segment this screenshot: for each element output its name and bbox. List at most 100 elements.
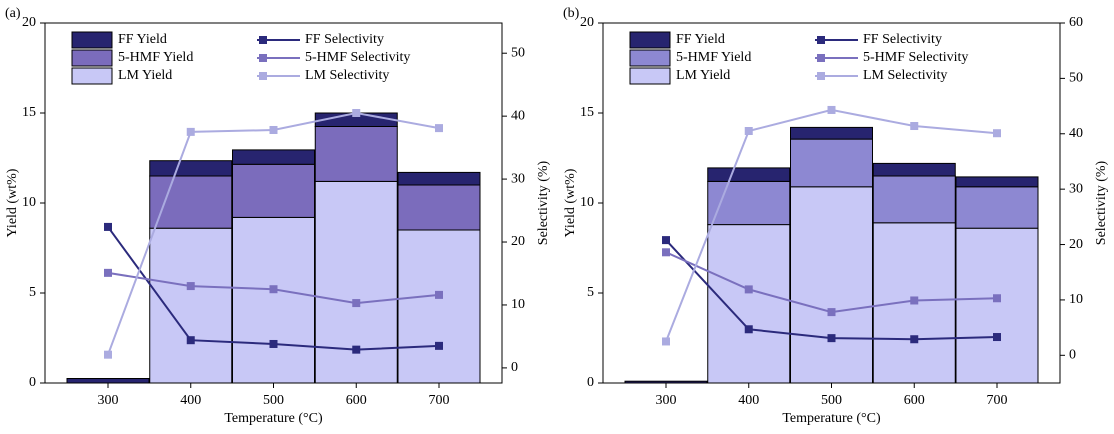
y2-tick-label: 40 [1069,126,1083,141]
bar-segment [149,160,233,177]
legend-marker [817,72,825,80]
point [104,268,112,277]
point [910,296,919,305]
y2-tick-label: 0 [1069,348,1076,363]
bar-segment [790,186,873,384]
bar-segment [232,163,315,218]
point [827,105,836,114]
legend-label: FF Selectivity [305,32,384,47]
bar-segment [397,184,481,231]
y2-tick-label: 60 [1069,15,1083,30]
y2-tick-label: 40 [511,108,525,123]
legend-label: LM Selectivity [863,68,947,83]
legend-label: 5-HMF Yield [118,50,193,65]
x-tick-label: 700 [987,393,1008,408]
legend-swatch [629,49,671,67]
point [269,285,278,294]
bar-segment [232,216,315,384]
legend-marker [817,54,825,62]
panel-label: (a) [5,6,21,21]
point [662,248,670,257]
point [104,222,112,231]
y2-axis-label: Selectivity (%) [1094,160,1109,245]
x-tick-label: 500 [821,393,842,408]
y-tick-label: 5 [29,285,36,300]
y-axis-label: Yield (wt%) [5,168,20,237]
x-tick-label: 400 [738,393,759,408]
point [744,285,753,294]
y-tick-label: 10 [22,195,36,210]
bar-segment [955,176,1039,188]
y2-tick-label: 10 [511,297,525,312]
x-axis-label: Temperature (°C) [224,411,323,426]
panel-label: (b) [563,6,580,21]
point [352,109,361,117]
y-axis-label: Yield (wt%) [563,168,578,237]
legend-label: LM Selectivity [305,68,389,83]
y2-tick-label: 30 [1069,181,1083,196]
point [744,325,753,334]
bar-segment [149,175,233,229]
point [186,282,195,291]
y-tick-label: 0 [587,375,594,390]
bar-segment [872,162,956,177]
point [827,334,836,343]
y2-tick-label: 50 [511,45,525,60]
legend-marker [817,36,825,44]
point [104,350,112,359]
y2-tick-label: 10 [1069,292,1083,307]
point [352,345,361,354]
y-tick-label: 20 [580,15,594,30]
legend-swatch [629,67,671,85]
point [662,236,670,245]
x-tick-label: 300 [656,393,677,408]
bar-segment [66,378,150,384]
bar-segment [790,126,873,140]
point [993,294,1001,303]
x-tick-label: 600 [904,393,925,408]
bar-segment [707,167,791,182]
legend-swatch [629,31,671,49]
legend-label: 5-HMF Selectivity [305,50,410,65]
y2-tick-label: 30 [511,171,525,186]
y-tick-label: 10 [580,195,594,210]
legend-marker [259,54,267,62]
x-tick-label: 600 [346,393,367,408]
legend-label: FF Yield [118,32,167,47]
x-axis-label: Temperature (°C) [782,411,881,426]
bar-segment [149,227,233,384]
x-tick-label: 700 [429,393,450,408]
bar-segment [397,171,481,186]
legend-swatch [71,31,113,49]
point [744,127,753,135]
point [662,337,670,346]
point [435,124,443,133]
bar-segment [872,175,956,224]
bar-segment [955,227,1039,384]
bar-segment [707,224,791,384]
y2-axis-label: Selectivity (%) [536,160,551,245]
point [435,341,443,350]
point [910,122,919,131]
legend-label: LM Yield [676,68,730,83]
legend-swatch [71,49,113,67]
y-tick-label: 5 [587,285,594,300]
legend-label: FF Selectivity [863,32,942,47]
y-tick-label: 15 [580,105,594,120]
y2-tick-label: 20 [511,234,525,249]
bar-segment [397,229,481,384]
bar-segment [955,186,1039,229]
x-tick-label: 400 [180,393,201,408]
legend-label: FF Yield [676,32,725,47]
point [910,335,919,344]
y2-tick-label: 50 [1069,71,1083,86]
point [435,290,443,299]
bar-segment [314,126,398,182]
x-tick-label: 300 [98,393,119,408]
legend-marker [259,72,267,80]
bar-segment [790,138,873,188]
legend-swatch [71,67,113,85]
y-tick-label: 20 [22,15,36,30]
y-tick-label: 15 [22,105,36,120]
